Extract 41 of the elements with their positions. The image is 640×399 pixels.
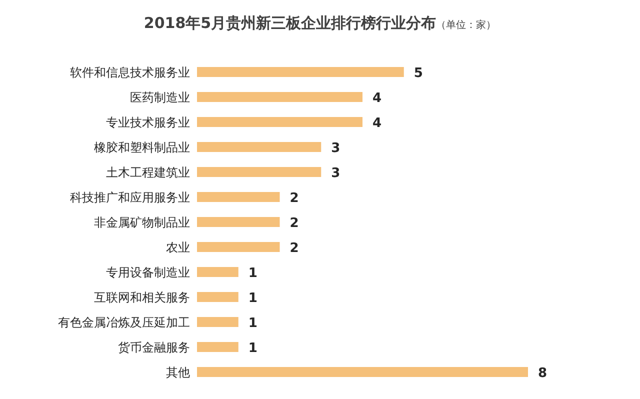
bar xyxy=(197,192,280,202)
bar xyxy=(197,117,362,127)
data-label: 1 xyxy=(248,291,258,306)
data-label: 1 xyxy=(248,341,258,356)
data-label: 4 xyxy=(372,91,382,106)
y-tick-label: 其他 xyxy=(166,366,190,380)
bar xyxy=(197,67,404,77)
data-label: 8 xyxy=(538,366,548,381)
y-tick-label: 软件和信息技术服务业 xyxy=(70,66,190,80)
data-label: 1 xyxy=(248,316,258,331)
y-tick-label: 农业 xyxy=(166,240,190,254)
y-tick-label: 医药制造业 xyxy=(130,90,190,104)
bar xyxy=(197,217,280,227)
y-tick-label: 货币金融服务 xyxy=(118,340,190,354)
bar xyxy=(197,342,238,352)
bar xyxy=(197,142,322,152)
data-label: 5 xyxy=(414,66,423,81)
data-label: 4 xyxy=(372,116,382,131)
bar xyxy=(197,367,528,377)
y-tick-label: 科技推广和应用服务业 xyxy=(70,190,190,204)
data-label: 3 xyxy=(331,166,340,181)
y-tick-label: 有色金属冶炼及压延加工 xyxy=(58,316,190,330)
data-label: 3 xyxy=(331,141,340,156)
y-tick-label: 土木工程建筑业 xyxy=(106,166,190,180)
bar xyxy=(197,242,280,252)
y-tick-label: 互联网和相关服务 xyxy=(94,290,190,304)
bar xyxy=(197,167,322,177)
y-tick-label: 专用设备制造业 xyxy=(106,266,190,280)
bar xyxy=(197,267,238,277)
y-tick-label: 专业技术服务业 xyxy=(106,116,190,130)
y-tick-label: 非金属矿物制品业 xyxy=(94,216,190,230)
data-label: 2 xyxy=(290,191,299,206)
chart-subtitle: （单位：家） xyxy=(436,19,496,31)
bar xyxy=(197,92,362,102)
bar xyxy=(197,317,238,327)
chart-title: 2018年5月贵州新三板企业排行榜行业分布 xyxy=(144,14,436,32)
data-label: 2 xyxy=(290,241,299,256)
y-tick-label: 橡胶和塑料制品业 xyxy=(94,140,190,154)
data-label: 1 xyxy=(248,266,258,281)
data-label: 2 xyxy=(290,216,299,231)
bar xyxy=(197,292,238,302)
